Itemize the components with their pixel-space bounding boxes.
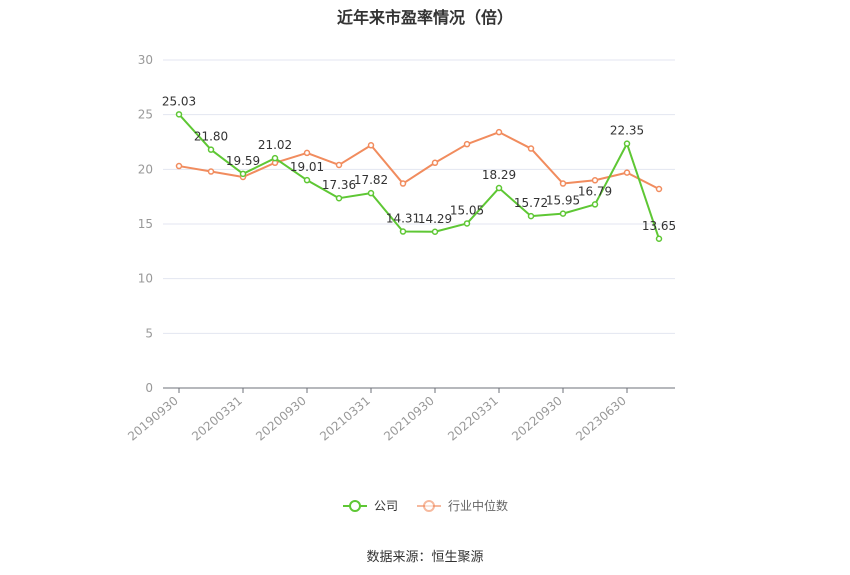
legend-label-company: 公司 [373, 499, 398, 513]
data-point-company[interactable] [399, 228, 407, 235]
x-tick-label: 20220930 [509, 394, 565, 444]
data-point-company[interactable] [175, 111, 183, 118]
y-tick-label: 5 [145, 326, 153, 340]
x-tick-label: 20190930 [125, 394, 181, 444]
data-point-company[interactable] [623, 140, 631, 147]
legend: 公司 行业中位数 [0, 497, 850, 514]
x-tick-label: 20210930 [381, 394, 437, 444]
data-point-company[interactable] [239, 170, 247, 178]
legend-line-marker-icon [342, 499, 367, 512]
y-tick-label: 0 [145, 381, 153, 395]
data-label: 17.82 [354, 173, 388, 187]
data-label: 15.05 [450, 203, 484, 217]
x-tick-label: 20230630 [573, 394, 629, 444]
y-tick-label: 20 [138, 162, 153, 176]
x-tick-label: 20200331 [189, 394, 245, 444]
data-point-company[interactable] [463, 220, 471, 227]
data-point-industry-median[interactable] [367, 142, 375, 149]
data-point-company[interactable] [495, 184, 503, 192]
data-label: 16.79 [578, 184, 612, 198]
legend-item-company[interactable]: 公司 [342, 497, 398, 514]
data-point-industry-median[interactable] [463, 140, 471, 148]
data-point-company[interactable] [559, 210, 567, 217]
data-point-industry-median[interactable] [335, 161, 343, 169]
data-point-company[interactable] [431, 228, 439, 236]
data-point-company[interactable] [367, 189, 375, 197]
series-line-company [178, 113, 660, 240]
data-label: 13.65 [642, 219, 676, 233]
series-line-industry-median [178, 131, 660, 190]
data-point-industry-median[interactable] [399, 180, 407, 187]
data-point-company[interactable] [527, 212, 535, 220]
data-source: 数据来源：恒生聚源 [366, 550, 484, 565]
y-tick-label: 15 [138, 217, 153, 231]
y-tick-label: 25 [138, 108, 153, 122]
data-point-company[interactable] [335, 194, 343, 202]
data-label: 14.29 [418, 212, 452, 226]
y-tick-label: 30 [138, 53, 153, 67]
data-label: 19.59 [226, 154, 260, 168]
data-label: 15.72 [514, 196, 548, 210]
data-point-industry-median[interactable] [495, 128, 503, 136]
data-point-industry-median[interactable] [175, 162, 183, 170]
data-point-company[interactable] [303, 176, 311, 184]
data-label: 19.01 [290, 160, 324, 174]
y-tick-label: 10 [138, 272, 153, 286]
data-label: 18.29 [482, 168, 516, 182]
data-point-industry-median[interactable] [559, 180, 567, 187]
data-point-company[interactable] [655, 235, 663, 243]
data-point-industry-median[interactable] [207, 168, 215, 175]
x-tick-label: 20210331 [317, 394, 373, 444]
data-point-industry-median[interactable] [591, 177, 599, 184]
data-point-industry-median[interactable] [303, 149, 311, 157]
data-label: 21.80 [194, 130, 228, 144]
data-point-company[interactable] [207, 146, 215, 153]
data-label: 21.02 [258, 138, 292, 152]
data-point-industry-median[interactable] [623, 169, 631, 176]
data-point-company[interactable] [271, 154, 279, 162]
data-label: 22.35 [610, 124, 644, 138]
data-label: 15.95 [546, 194, 580, 208]
data-label: 25.03 [162, 94, 196, 108]
legend-item-industry-median[interactable]: 行业中位数 [416, 497, 508, 514]
x-tick-label: 20200930 [253, 394, 309, 444]
data-point-industry-median[interactable] [527, 145, 535, 152]
x-tick-label: 20220331 [445, 394, 501, 444]
data-point-company[interactable] [591, 201, 599, 208]
legend-label-industry-median: 行业中位数 [448, 499, 509, 513]
data-point-industry-median[interactable] [655, 185, 663, 193]
legend-line-marker-icon [417, 499, 441, 512]
data-label: 17.36 [322, 178, 356, 192]
data-point-industry-median[interactable] [431, 159, 439, 167]
chart-title: 近年来市盈率情况（倍） [336, 8, 513, 27]
data-label: 14.31 [386, 212, 420, 226]
